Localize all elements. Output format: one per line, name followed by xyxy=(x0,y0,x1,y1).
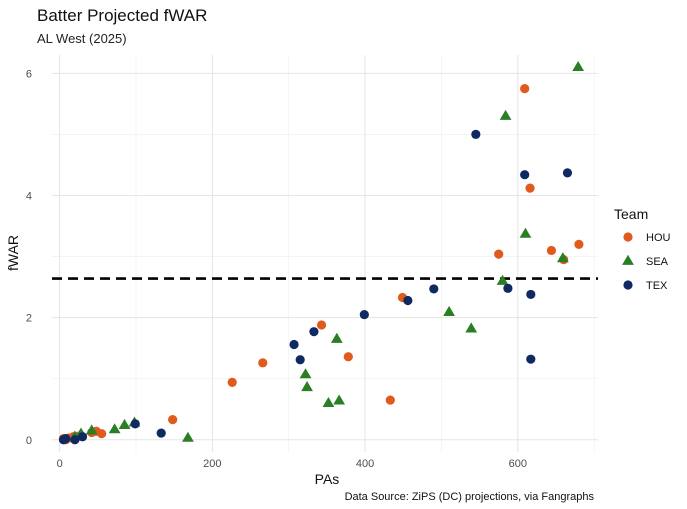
legend-items: HOU SEA TEX xyxy=(622,232,671,292)
data-point-sea xyxy=(301,381,313,392)
data-point-sea xyxy=(108,423,121,434)
y-axis-title: fWAR xyxy=(5,235,21,271)
data-point-sea xyxy=(333,394,346,405)
data-point-tex xyxy=(156,428,166,438)
data-point-hou xyxy=(385,395,395,405)
data-point-sea xyxy=(499,109,512,120)
data-point-hou xyxy=(258,358,268,368)
data-point-tex xyxy=(503,283,513,293)
data-point-sea xyxy=(443,305,455,316)
chart-title: Batter Projected fWAR xyxy=(37,6,207,25)
data-point-hou xyxy=(168,415,178,425)
x-tick-label: 200 xyxy=(203,458,221,470)
y-tick-label: 2 xyxy=(26,313,32,325)
data-point-sea xyxy=(572,61,585,72)
y-tick-label: 6 xyxy=(26,68,32,80)
data-point-sea xyxy=(182,431,194,442)
legend-key-sea xyxy=(622,254,634,265)
y-tick-label: 4 xyxy=(26,190,32,202)
grid-layer xyxy=(52,55,598,452)
chart-subtitle: AL West (2025) xyxy=(37,31,127,46)
data-point-hou xyxy=(343,352,353,362)
data-point-hou xyxy=(525,183,535,193)
data-point-hou xyxy=(574,239,584,249)
data-point-tex xyxy=(77,432,88,442)
data-point-tex xyxy=(520,170,530,180)
x-tick-label: 0 xyxy=(57,458,63,470)
data-point-sea xyxy=(519,227,532,238)
tick-labels-layer: 0 200 400 600 0 2 4 6 xyxy=(26,68,527,470)
x-axis-title: PAs xyxy=(315,471,340,487)
data-point-tex xyxy=(61,433,71,444)
data-points-layer xyxy=(58,61,585,445)
data-point-hou xyxy=(546,245,557,256)
data-point-hou xyxy=(520,83,530,94)
data-point-tex xyxy=(130,419,140,429)
legend-label-tex: TEX xyxy=(646,280,668,292)
data-point-tex xyxy=(562,168,573,178)
data-point-tex xyxy=(429,284,439,294)
data-point-hou xyxy=(97,429,107,439)
legend-key-hou xyxy=(623,232,633,242)
legend-title: Team xyxy=(614,206,648,222)
legend-label-sea: SEA xyxy=(646,256,669,268)
legend-label-hou: HOU xyxy=(646,232,671,244)
y-tick-label: 0 xyxy=(26,435,32,447)
data-point-sea xyxy=(556,252,569,263)
data-point-tex xyxy=(70,435,80,445)
series-tex xyxy=(58,129,573,445)
data-point-sea xyxy=(465,322,478,333)
data-point-sea xyxy=(85,424,98,435)
data-point-tex xyxy=(359,309,369,320)
data-point-sea xyxy=(496,274,509,285)
data-point-tex xyxy=(289,339,299,350)
data-point-sea xyxy=(330,332,343,343)
data-point-tex xyxy=(295,355,305,365)
data-point-sea xyxy=(322,396,335,407)
series-sea xyxy=(69,61,585,442)
data-point-sea xyxy=(118,418,131,429)
data-point-hou xyxy=(316,320,327,330)
data-point-sea xyxy=(299,368,312,379)
x-tick-label: 600 xyxy=(509,458,527,470)
data-point-hou xyxy=(227,377,237,387)
data-point-hou xyxy=(494,249,504,259)
chart-caption: Data Source: ZiPS (DC) projections, via … xyxy=(345,491,595,503)
legend-key-tex xyxy=(623,280,633,290)
data-point-tex xyxy=(403,295,413,306)
data-point-tex xyxy=(526,289,536,300)
data-point-tex xyxy=(526,354,536,364)
data-point-tex xyxy=(471,129,481,139)
x-tick-label: 400 xyxy=(356,458,374,470)
data-point-tex xyxy=(309,327,319,337)
legend: Team HOU SEA TEX xyxy=(614,206,671,292)
series-hou xyxy=(58,83,584,445)
